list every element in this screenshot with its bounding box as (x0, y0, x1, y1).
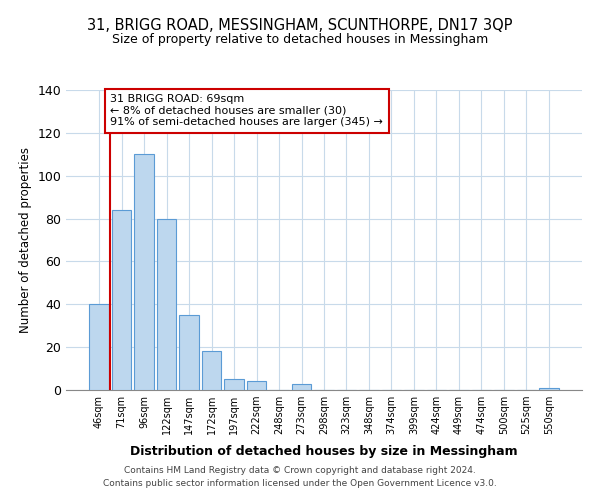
Bar (224, 380, 244, 390)
Bar (292, 384, 311, 390)
Text: 31 BRIGG ROAD: 69sqm
← 8% of detached houses are smaller (30)
91% of semi-detach: 31 BRIGG ROAD: 69sqm ← 8% of detached ho… (110, 94, 383, 128)
Text: Contains HM Land Registry data © Crown copyright and database right 2024.
Contai: Contains HM Land Registry data © Crown c… (103, 466, 497, 487)
Bar (157, 218, 176, 390)
Text: Size of property relative to detached houses in Messingham: Size of property relative to detached ho… (112, 32, 488, 46)
Bar (539, 388, 559, 390)
Y-axis label: Number of detached properties: Number of detached properties (19, 147, 32, 333)
Bar (134, 154, 154, 390)
X-axis label: Distribution of detached houses by size in Messingham: Distribution of detached houses by size … (130, 446, 518, 458)
Bar (112, 210, 131, 390)
Text: 31, BRIGG ROAD, MESSINGHAM, SCUNTHORPE, DN17 3QP: 31, BRIGG ROAD, MESSINGHAM, SCUNTHORPE, … (87, 18, 513, 32)
Bar (202, 352, 221, 390)
Bar (247, 382, 266, 390)
Bar (89, 304, 109, 390)
Bar (179, 315, 199, 390)
